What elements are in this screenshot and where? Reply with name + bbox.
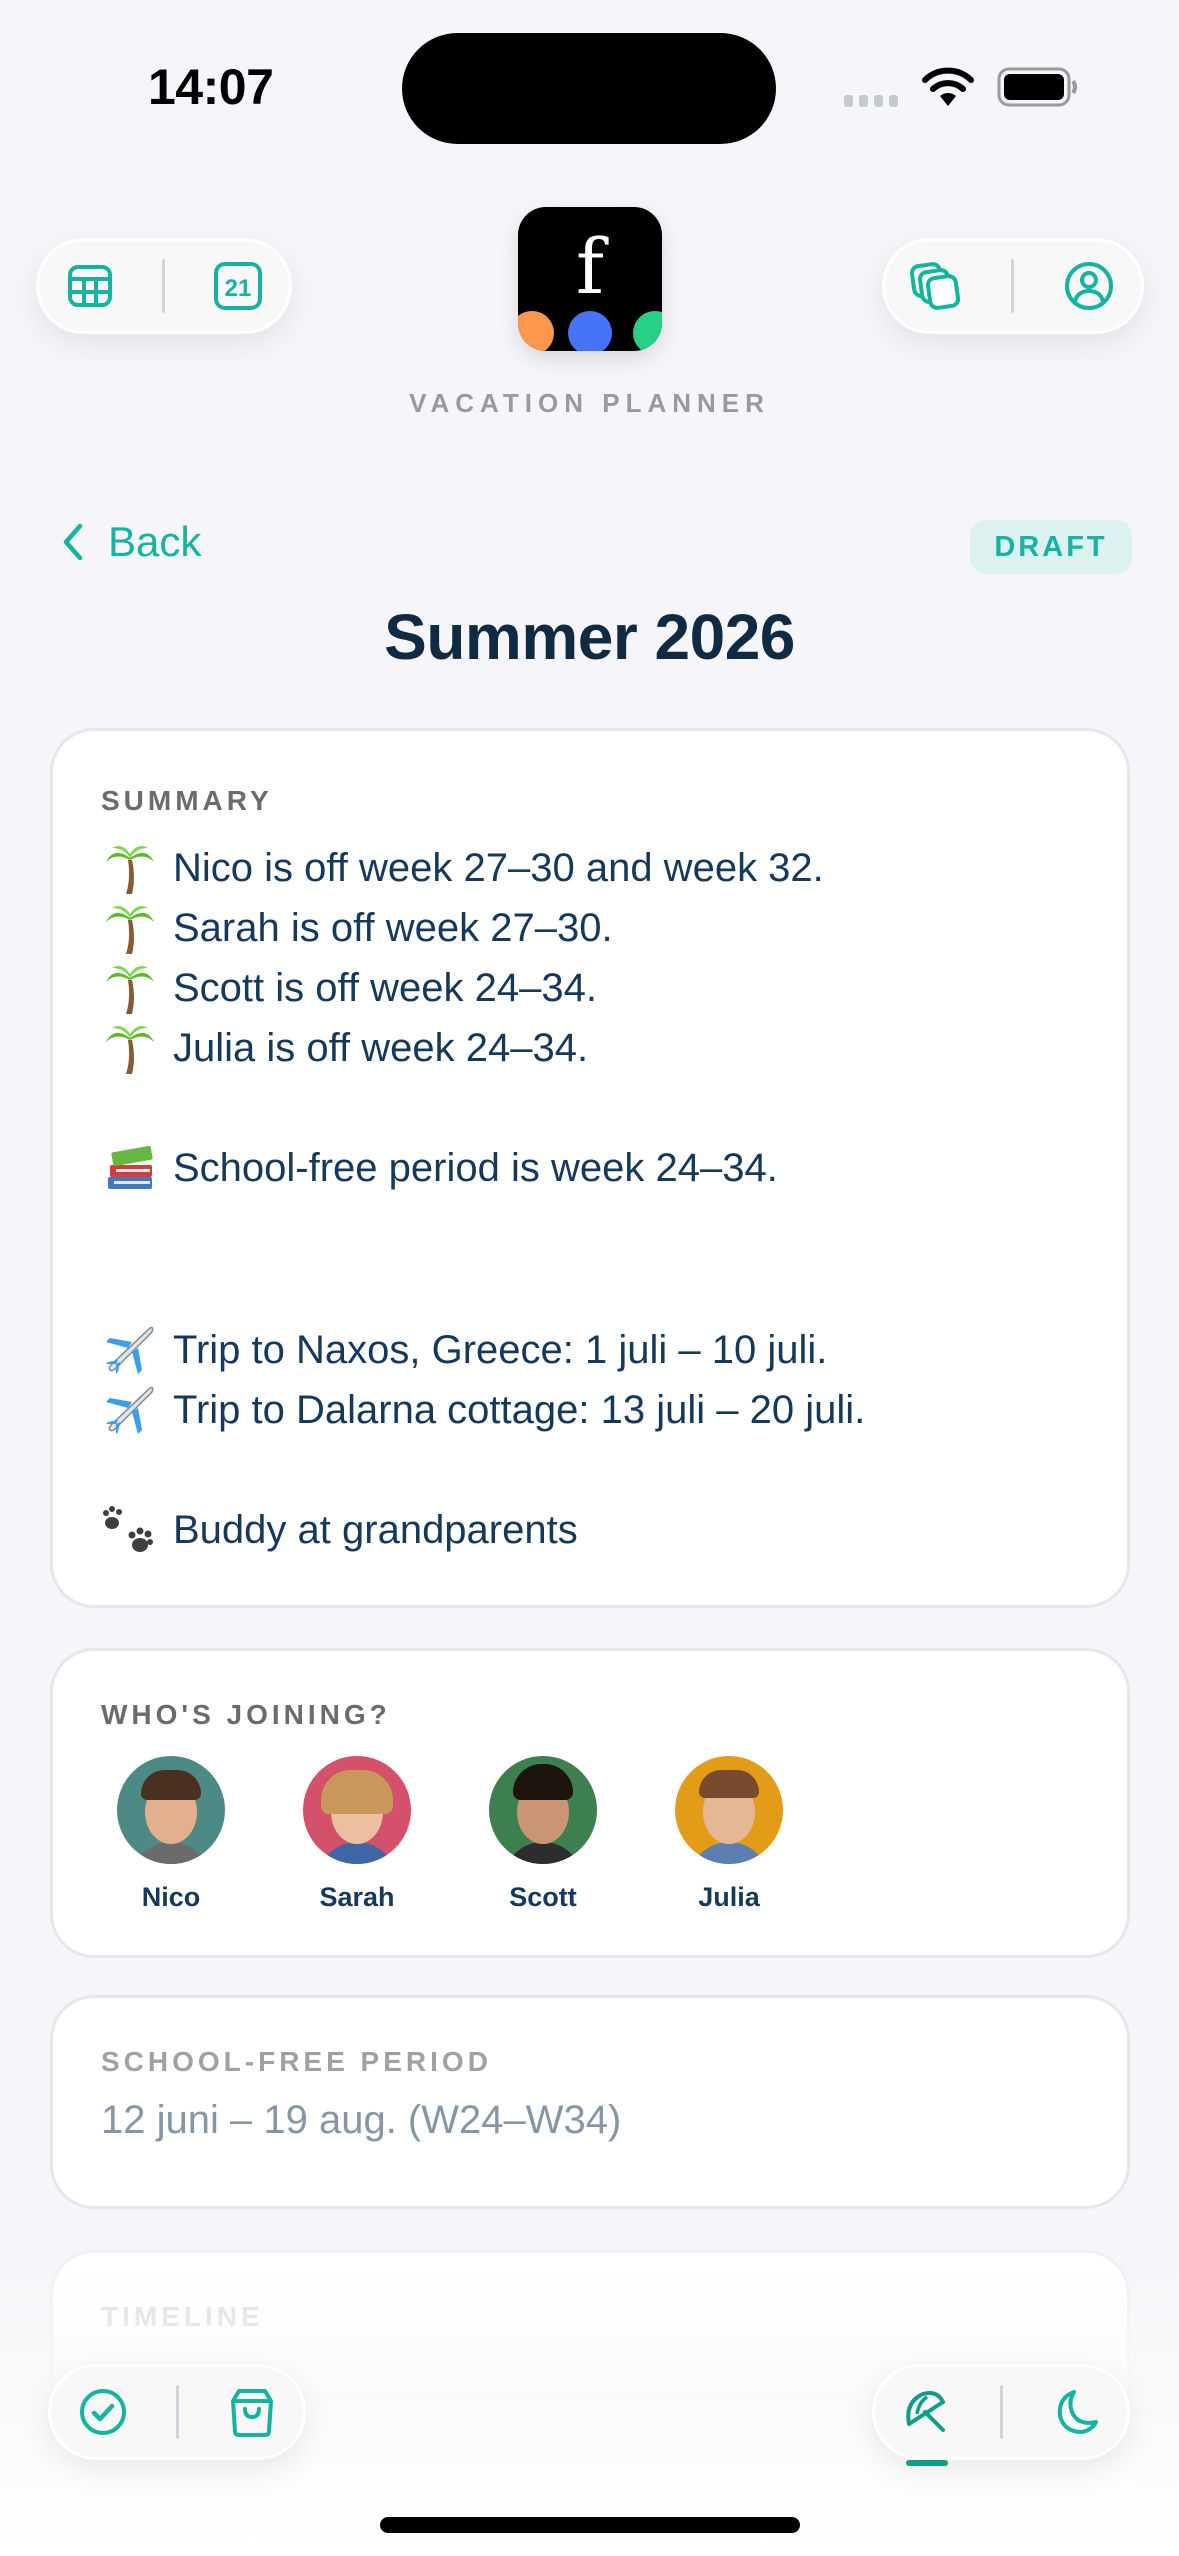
person-name: Scott xyxy=(509,1882,577,1912)
shopping-bag-icon xyxy=(230,2389,273,2437)
summary-label: SUMMARY xyxy=(101,785,273,816)
person-name: Nico xyxy=(141,1882,201,1912)
summary-line: Trip to Naxos, Greece: 1 juli – 10 juli. xyxy=(101,1321,827,1379)
joining-card: WHO'S JOINING? Nico Sarah Scott xyxy=(50,1648,1130,1958)
back-button[interactable]: Back xyxy=(62,518,201,566)
calendar-grid-icon xyxy=(68,265,113,307)
chevron-left-icon xyxy=(63,523,83,561)
status-time: 14:07 xyxy=(148,59,274,115)
svg-text:21: 21 xyxy=(224,275,251,302)
palm-tree-icon xyxy=(101,899,159,957)
wifi-icon xyxy=(922,67,974,106)
night-mode-button[interactable] xyxy=(1046,2382,1106,2442)
logo-dot-orange xyxy=(518,311,554,351)
summary-card: SUMMARY Nico is off week 27–30 and week … xyxy=(50,728,1130,1608)
active-indicator xyxy=(905,2460,948,2466)
vacation-button[interactable] xyxy=(897,2382,957,2466)
logo-letter: f xyxy=(575,222,605,311)
avatar xyxy=(489,1756,597,1864)
books-icon xyxy=(101,1139,159,1197)
moon-icon xyxy=(1057,2390,1098,2434)
summary-line: Scott is off week 24–34. xyxy=(101,959,597,1017)
joining-label: WHO'S JOINING? xyxy=(101,1699,391,1730)
divider xyxy=(999,2385,1003,2439)
divider xyxy=(1011,259,1015,313)
palm-tree-icon xyxy=(101,839,159,897)
app-name: VACATION PLANNER xyxy=(409,388,770,418)
summary-line: Nico is off week 27–30 and week 32. xyxy=(101,839,824,897)
stacked-cards-icon xyxy=(910,262,961,310)
dynamic-island xyxy=(402,33,776,144)
summary-line: Julia is off week 24–34. xyxy=(101,1019,588,1077)
page-title: Summer 2026 xyxy=(384,601,795,673)
profile-button[interactable] xyxy=(1059,256,1119,316)
beach-umbrella-icon xyxy=(905,2391,945,2432)
person-sarah[interactable]: Sarah xyxy=(303,1756,411,1913)
person-name: Julia xyxy=(698,1882,760,1912)
bottom-right-pill xyxy=(872,2364,1130,2466)
calendar-grid-button[interactable] xyxy=(60,256,120,316)
tasks-button[interactable] xyxy=(73,2382,133,2442)
person-name: Sarah xyxy=(319,1882,395,1912)
summary-line: School-free period is week 24–34. xyxy=(101,1139,778,1197)
school-free-card[interactable]: SCHOOL-FREE PERIOD 12 juni – 19 aug. (W2… xyxy=(50,1995,1130,2209)
divider xyxy=(162,259,166,313)
palm-tree-icon xyxy=(101,1019,159,1077)
avatar-list: Nico Sarah Scott Julia xyxy=(117,1756,783,1913)
battery-icon xyxy=(997,67,1077,107)
palm-tree-icon xyxy=(101,959,159,1017)
airplane-icon xyxy=(101,1381,159,1439)
paw-prints-icon xyxy=(101,1501,159,1559)
summary-line: Trip to Dalarna cottage: 13 juli – 20 ju… xyxy=(101,1381,865,1439)
divider xyxy=(175,2385,179,2439)
person-scott[interactable]: Scott xyxy=(489,1756,597,1913)
bottom-left-pill xyxy=(48,2364,306,2460)
back-label: Back xyxy=(108,518,202,565)
status-badge: DRAFT xyxy=(970,520,1132,574)
avatar xyxy=(117,1756,225,1864)
summary-line: Buddy at grandparents xyxy=(101,1501,578,1559)
app-logo: f xyxy=(518,207,662,351)
home-indicator[interactable] xyxy=(380,2517,800,2533)
plans-button[interactable] xyxy=(907,256,967,316)
calendar-day-icon: 21 xyxy=(213,262,262,310)
calendar-day-button[interactable]: 21 xyxy=(208,256,268,316)
user-circle-icon xyxy=(1064,262,1113,310)
school-free-value: 12 juni – 19 aug. (W24–W34) xyxy=(101,2098,622,2142)
person-julia[interactable]: Julia xyxy=(675,1756,783,1913)
person-nico[interactable]: Nico xyxy=(117,1756,225,1913)
header-right-pill xyxy=(882,238,1144,334)
avatar xyxy=(303,1756,411,1864)
summary-line: Sarah is off week 27–30. xyxy=(101,899,613,957)
logo-dot-blue xyxy=(568,311,612,351)
shopping-button[interactable] xyxy=(222,2382,282,2442)
school-free-label: SCHOOL-FREE PERIOD xyxy=(101,2046,492,2077)
avatar xyxy=(675,1756,783,1864)
check-circle-icon xyxy=(79,2389,126,2435)
logo-dot-green xyxy=(633,311,662,351)
airplane-icon xyxy=(101,1321,159,1379)
cellular-signal-icon xyxy=(844,95,898,107)
header-left-pill: 21 xyxy=(36,238,292,334)
